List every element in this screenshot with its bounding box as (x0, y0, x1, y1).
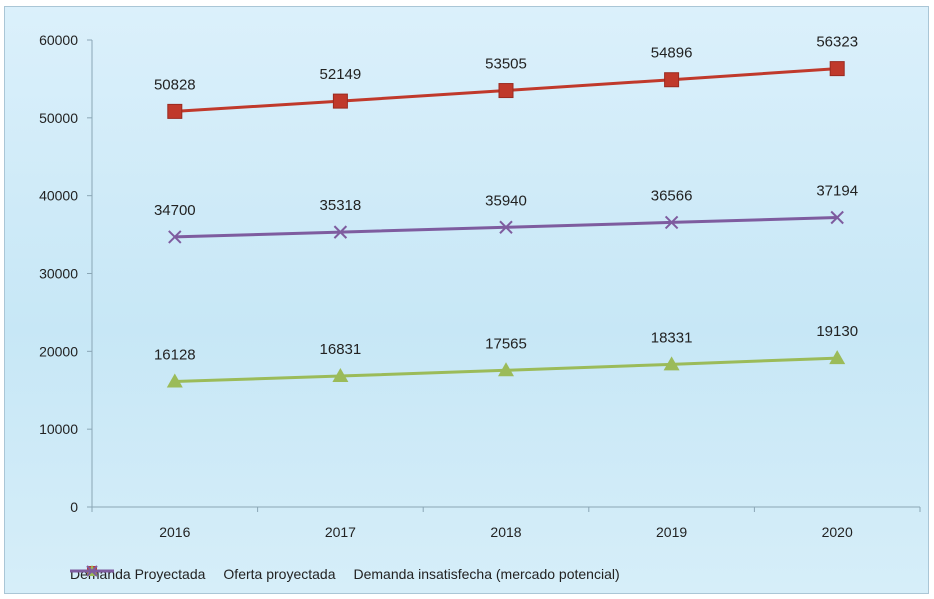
data-point-square (829, 61, 845, 77)
data-point-x-stroke (830, 210, 844, 225)
chart-legend: Demanda Proyectada Oferta proyectada Dem… (70, 564, 620, 584)
x-tick-label: 2019 (656, 524, 687, 540)
x-tick-label: 2020 (822, 524, 853, 540)
legend-item-demanda-insatisfecha: Demanda insatisfecha (mercado potencial) (70, 565, 620, 582)
data-point-triangle (829, 350, 846, 365)
data-label: 52149 (320, 66, 362, 83)
legend-key-x-icon (70, 565, 114, 577)
x-tick-label: 2016 (159, 524, 190, 540)
data-label: 56323 (816, 34, 858, 51)
data-point-triangle (498, 362, 514, 377)
data-point-triangle (166, 373, 183, 388)
data-label: 53505 (485, 56, 527, 73)
data-point-triangle (663, 356, 680, 371)
data-label: 17565 (485, 335, 527, 352)
chart-frame (4, 6, 929, 594)
data-label: 19130 (816, 323, 858, 340)
data-label: 35940 (485, 192, 527, 209)
data-point-x-stroke (499, 220, 513, 234)
data-label: 50828 (154, 76, 196, 93)
data-point-x-stroke (168, 230, 182, 244)
y-tick-label: 40000 (39, 188, 78, 204)
y-tick-label: 50000 (39, 110, 78, 126)
data-label: 54896 (651, 45, 693, 62)
data-label: 35318 (320, 197, 362, 214)
data-point-square (664, 72, 680, 88)
data-label: 36566 (651, 187, 693, 204)
data-point-x-stroke (664, 215, 679, 230)
data-point-x (830, 210, 844, 225)
data-point-square (167, 103, 183, 119)
data-point-x (168, 230, 182, 244)
data-point-x (664, 215, 679, 230)
data-point-triangle (332, 367, 349, 382)
y-tick-label: 20000 (39, 343, 78, 359)
data-label: 16128 (154, 346, 196, 363)
data-point-square (332, 93, 348, 109)
data-label: 16831 (320, 341, 362, 358)
y-tick-label: 60000 (39, 32, 78, 48)
line-chart: 0 10000 20000 30000 40000 50000 60000 2016 2017… (39, 32, 921, 540)
y-tick-label: 30000 (39, 266, 78, 282)
data-label: 34700 (154, 202, 196, 219)
y-tick-label: 10000 (39, 421, 78, 437)
x-tick-label: 2017 (325, 524, 356, 540)
y-tick-label: 0 (70, 499, 78, 515)
legend-label: Oferta proyectada (223, 566, 336, 582)
data-point-x-stroke (333, 225, 348, 239)
data-point-x (333, 225, 348, 239)
data-label: 37194 (816, 183, 858, 200)
legend-label: Demanda insatisfecha (mercado potencial) (353, 566, 620, 582)
x-tick-label: 2018 (490, 524, 521, 540)
legend-item-oferta-proyectada: Oferta proyectada (70, 565, 336, 582)
data-point-square (498, 83, 514, 99)
data-point-x (499, 220, 513, 234)
data-label: 18331 (651, 329, 693, 346)
